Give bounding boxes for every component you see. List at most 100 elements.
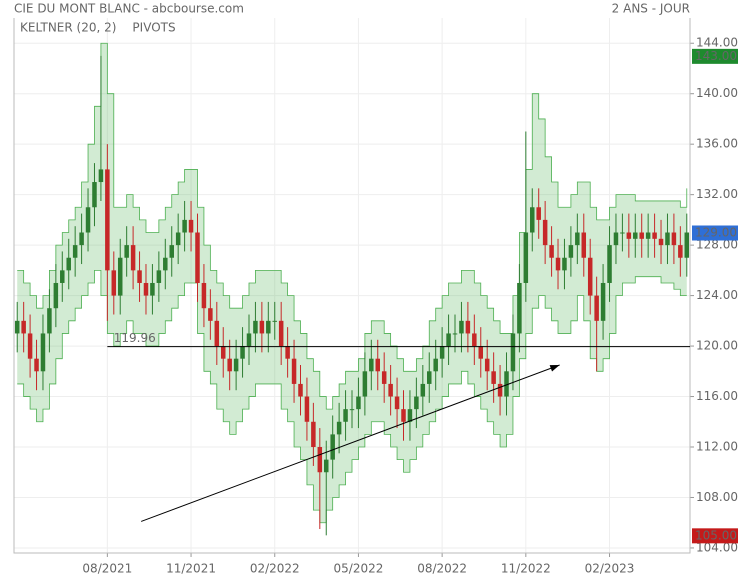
candle-body: [272, 320, 277, 322]
candle-body: [375, 358, 381, 372]
candle-body: [53, 282, 59, 309]
candle-body: [105, 169, 110, 271]
y-tick-label: 112.00: [696, 440, 738, 454]
price-badge: [692, 48, 738, 64]
candle-body: [143, 282, 149, 296]
candle-body: [336, 421, 342, 435]
axis-frame: [13, 18, 691, 554]
candle-body: [317, 447, 323, 473]
candle-body: [446, 333, 451, 347]
candle-body: [72, 245, 78, 258]
candle-body: [465, 320, 471, 334]
price-badge-label: 143.00: [695, 49, 737, 63]
y-tick-label: 116.00: [696, 389, 738, 403]
candle-body: [349, 409, 355, 411]
candle-body: [182, 219, 187, 233]
band-area: [17, 43, 687, 523]
candle-body: [220, 346, 226, 359]
candle-body: [27, 333, 33, 359]
candle-body: [620, 232, 625, 234]
candle-body: [188, 219, 194, 233]
y-tick-label: 144.00: [696, 36, 738, 50]
candle-body: [195, 232, 200, 283]
candle-body: [111, 270, 117, 296]
candle-body: [459, 320, 464, 334]
candle-body: [427, 371, 432, 384]
y-tick-label: 132.00: [696, 187, 738, 201]
candle-body: [169, 245, 174, 258]
candle-body: [381, 371, 387, 384]
candle-body: [85, 207, 91, 233]
candle-body: [98, 169, 104, 183]
candle-body: [278, 320, 284, 347]
candle-body: [246, 333, 252, 347]
candle-body: [137, 270, 142, 283]
candle-body: [504, 371, 509, 397]
candle-body: [227, 358, 232, 372]
candle-body: [233, 358, 239, 372]
y-tick-label: 108.00: [696, 490, 738, 504]
y-tick-label: 104.00: [696, 540, 738, 554]
candle-body: [510, 333, 516, 372]
candle-body: [562, 257, 567, 271]
candle-body: [530, 207, 535, 233]
candle-body: [362, 371, 368, 397]
candle-body: [124, 245, 129, 258]
pivot-label: 119.96: [114, 331, 156, 345]
candle-body: [613, 232, 619, 246]
candle-body: [40, 333, 46, 372]
x-tick-label: 05/2022: [334, 562, 384, 576]
candle-body: [542, 219, 548, 246]
y-tick-label: 136.00: [696, 137, 738, 151]
candle-body: [645, 232, 651, 239]
candle-body: [517, 282, 522, 334]
candle-body: [47, 308, 52, 334]
candle-body: [130, 245, 136, 271]
candle-body: [633, 232, 638, 239]
legend-item: PIVOTS: [132, 21, 175, 35]
candle-body: [240, 346, 245, 359]
candle-body: [407, 409, 413, 422]
candle-body: [150, 282, 155, 296]
candle-body: [253, 320, 258, 334]
candle-body: [678, 245, 683, 258]
candle-body: [600, 282, 606, 321]
candle-body: [671, 232, 677, 246]
candle-body: [201, 282, 207, 309]
candle-body: [639, 232, 644, 239]
candle-body: [285, 346, 290, 359]
candle-body: [439, 346, 445, 359]
candle-body: [291, 358, 297, 384]
price-badge: [692, 225, 738, 241]
x-tick-label: 11/2022: [501, 562, 551, 576]
candle-body: [581, 232, 587, 258]
candle-body: [92, 182, 97, 208]
candle-body: [452, 333, 458, 335]
candle-body: [549, 245, 554, 258]
candle-body: [587, 257, 593, 296]
candle-body: [34, 358, 39, 372]
candle-body: [420, 383, 426, 397]
candle-body: [323, 459, 329, 473]
price-badge: [692, 528, 738, 544]
candle-body: [388, 383, 393, 397]
candle-body: [163, 257, 168, 271]
x-tick-label: 08/2021: [82, 562, 132, 576]
x-tick-label: 02/2022: [250, 562, 300, 576]
candle-body: [472, 333, 477, 347]
price-badge-label: 129.00: [695, 226, 737, 240]
candle-body: [330, 434, 335, 460]
band-upper: [17, 42, 688, 410]
candle-body: [14, 320, 20, 334]
candle-body: [478, 346, 484, 359]
x-tick-label: 08/2022: [417, 562, 467, 576]
candle-body: [208, 308, 213, 321]
candle-body: [259, 320, 265, 334]
period: 2 ANS - JOUR: [612, 2, 690, 16]
trendline: [140, 364, 560, 522]
candle-body: [311, 421, 316, 448]
x-tick-label: 11/2021: [166, 562, 216, 576]
candle-body: [401, 409, 406, 422]
y-tick-label: 140.00: [696, 86, 738, 100]
candle-body: [658, 238, 664, 246]
